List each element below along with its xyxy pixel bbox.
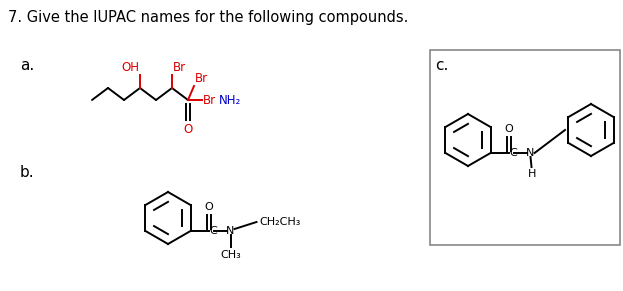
- Text: O: O: [183, 123, 193, 136]
- Text: CH₃: CH₃: [220, 250, 241, 260]
- Text: C: C: [209, 226, 217, 236]
- Text: NH₂: NH₂: [219, 93, 241, 107]
- Text: Br: Br: [203, 93, 216, 107]
- Text: 7. Give the IUPAC names for the following compounds.: 7. Give the IUPAC names for the followin…: [8, 10, 408, 25]
- Text: CH₂CH₃: CH₂CH₃: [260, 217, 301, 227]
- Text: OH: OH: [121, 61, 139, 74]
- Text: O: O: [204, 202, 213, 212]
- Text: H: H: [528, 169, 536, 179]
- Text: a.: a.: [20, 58, 34, 73]
- Bar: [430, 50, 620, 245]
- Text: O: O: [504, 124, 513, 134]
- Text: N: N: [526, 148, 535, 158]
- Text: Br: Br: [195, 72, 208, 85]
- Text: c.: c.: [435, 58, 449, 73]
- Text: b.: b.: [20, 165, 35, 180]
- Text: C: C: [510, 148, 517, 158]
- Text: N: N: [226, 226, 235, 236]
- Text: Br: Br: [173, 61, 186, 74]
